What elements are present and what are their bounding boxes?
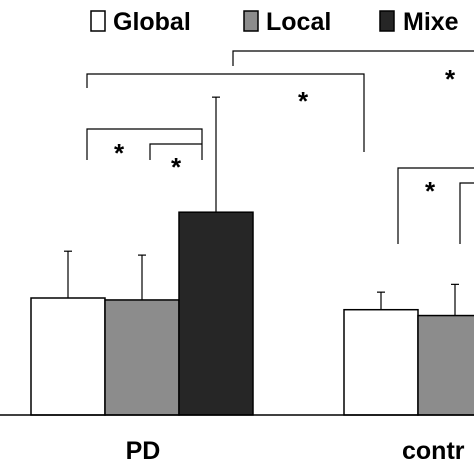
- bar-global-1: [343, 308, 419, 416]
- legend-label-local: Local: [266, 8, 331, 36]
- legend-swatch-global: [90, 10, 106, 32]
- legend-label-global: Global: [113, 8, 191, 36]
- bracket-top: [232, 50, 474, 66]
- category-label-control: contr: [402, 437, 465, 465]
- bar-local-1: [417, 314, 474, 416]
- significance-brackets: [86, 50, 474, 244]
- error-bars: [64, 96, 459, 316]
- star-4: *: [445, 64, 456, 94]
- bracket-pd-vs-control: [86, 73, 365, 152]
- bars: [30, 211, 474, 416]
- bracket-local-vs-mixed: [149, 143, 202, 160]
- star-3: *: [298, 86, 309, 116]
- bar-global-0: [30, 297, 106, 416]
- legend-swatch-local: [243, 10, 259, 32]
- star-2: *: [171, 152, 182, 182]
- bracket-control-2: [459, 182, 474, 244]
- bar-local-0: [104, 299, 180, 416]
- bar-mixed-0: [178, 211, 254, 416]
- legend: Global Local Mixe: [90, 8, 459, 36]
- legend-swatch-mixed: [379, 10, 395, 32]
- bracket-control-1: [397, 167, 474, 244]
- legend-label-mixed: Mixe: [403, 8, 459, 36]
- star-1: *: [114, 138, 125, 168]
- category-label-pd: PD: [126, 437, 161, 465]
- star-5: *: [425, 176, 436, 206]
- significance-stars: * * * * *: [114, 64, 456, 206]
